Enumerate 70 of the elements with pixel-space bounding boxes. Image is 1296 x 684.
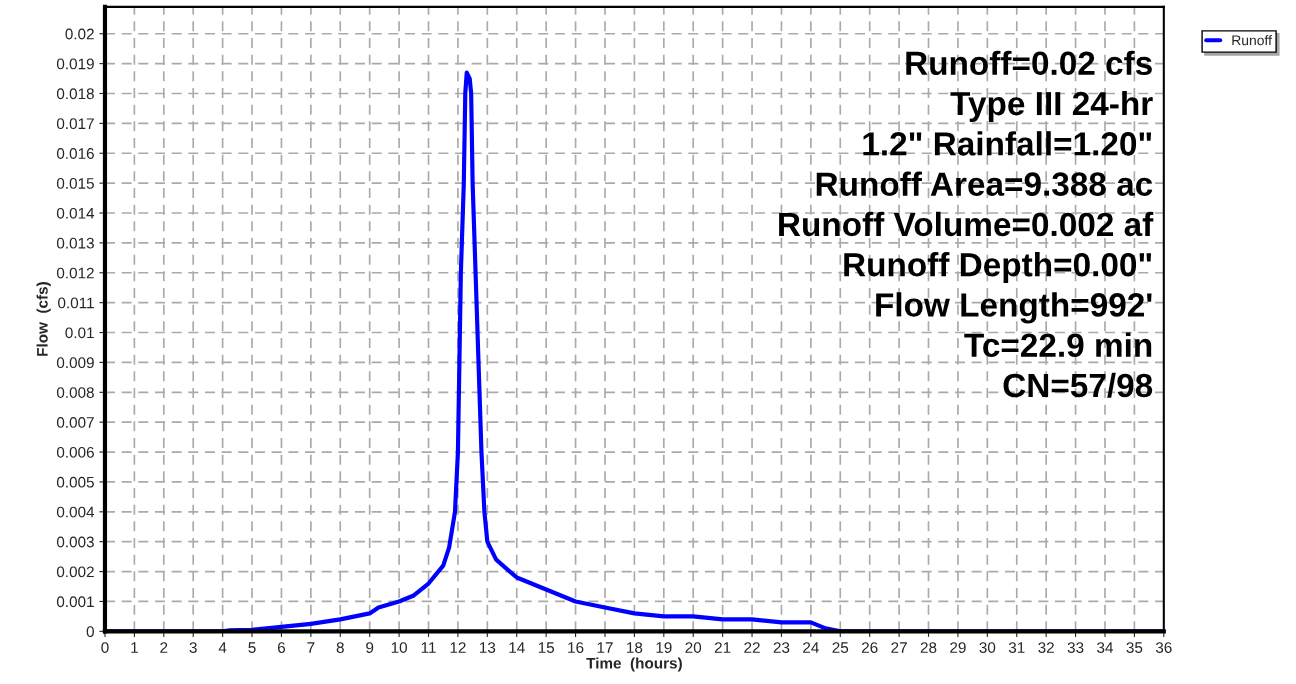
x-tick-label: 17 — [597, 642, 613, 653]
x-tick-label: 18 — [627, 642, 643, 653]
annotation: Tc=22.9 min — [964, 332, 1152, 358]
y-tick-label: 0.001 — [56, 596, 94, 608]
x-tick-label: 15 — [538, 642, 555, 653]
x-tick-label: 2 — [160, 642, 168, 653]
x-tick-label: 30 — [979, 642, 996, 653]
x-tick-label: 12 — [450, 642, 466, 653]
y-tick-label: 0.002 — [56, 566, 94, 578]
x-tick-label: 33 — [1067, 642, 1084, 653]
x-tick-label: 24 — [803, 642, 819, 653]
y-tick-label: 0.007 — [56, 417, 94, 428]
x-tick-label: 29 — [950, 642, 966, 653]
annotation: Runoff=0.02 cfs — [906, 50, 1152, 76]
x-tick-label: 8 — [336, 642, 344, 653]
x-tick-label: 14 — [509, 642, 525, 653]
annotation: Runoff Volume=0.002 af — [779, 211, 1154, 237]
x-tick-label: 0 — [101, 642, 109, 653]
annotation: Type III 24-hr — [950, 90, 1153, 122]
x-tick-label: 35 — [1126, 642, 1143, 653]
y-tick-label: 0.017 — [56, 118, 94, 130]
y-tick-label: 0 — [86, 626, 94, 638]
x-tick-label: 7 — [307, 642, 315, 653]
x-tick-label: 3 — [189, 642, 197, 653]
y-tick-label: 0.008 — [56, 387, 94, 398]
x-tick-label: 31 — [1008, 642, 1025, 653]
x-tick-label: 1 — [131, 642, 138, 653]
y-tick-label: 0.016 — [56, 148, 94, 159]
x-tick-label: 4 — [218, 642, 227, 653]
x-tick-label: 20 — [685, 642, 702, 653]
x-tick-label: 27 — [891, 642, 907, 653]
y-tick-label: 0.006 — [56, 446, 94, 458]
x-tick-label: 10 — [391, 642, 407, 653]
x-tick-label: 19 — [656, 642, 672, 653]
legend-label: Runoff — [1232, 35, 1272, 46]
y-tick-label: 0.018 — [56, 88, 94, 100]
y-tick-label: 0.014 — [56, 207, 95, 219]
x-tick-label: 11 — [421, 642, 436, 653]
y-tick-label: 0.011 — [58, 297, 94, 309]
x-tick-label: 34 — [1097, 642, 1114, 653]
x-tick-label: 9 — [366, 642, 374, 653]
annotation: 1.2" Rainfall=1.20" — [863, 131, 1152, 156]
y-tick-label: 0.019 — [56, 58, 94, 70]
x-tick-label: 26 — [861, 642, 878, 653]
y-tick-label: 0.01 — [65, 327, 94, 339]
annotation: Runoff Depth=0.00" — [844, 252, 1152, 284]
x-tick-label: 22 — [744, 642, 760, 653]
x-tick-label: 28 — [920, 642, 937, 653]
y-axis-title: Flow (cfs) — [36, 282, 51, 356]
annotation: Flow Length=992' — [876, 292, 1152, 324]
y-tick-label: 0.003 — [56, 536, 94, 548]
x-tick-label: 6 — [277, 642, 286, 653]
y-tick-label: 0.013 — [56, 237, 94, 249]
annotation: Runoff Area=9.388 ac — [816, 171, 1153, 196]
x-tick-label: 5 — [248, 642, 256, 653]
y-tick-label: 0.015 — [56, 178, 94, 189]
annotation: CN=57/98 — [1003, 372, 1153, 398]
x-tick-label: 13 — [480, 642, 496, 653]
x-tick-label: 25 — [832, 642, 849, 653]
x-tick-label: 36 — [1155, 642, 1172, 653]
y-tick-label: 0.005 — [56, 476, 94, 488]
y-tick-label: 0.009 — [56, 357, 94, 369]
x-tick-label: 32 — [1038, 642, 1054, 653]
y-tick-label: 0.02 — [65, 28, 94, 40]
y-tick-label: 0.004 — [56, 506, 95, 518]
x-tick-label: 23 — [773, 642, 790, 653]
x-tick-label: 16 — [568, 642, 584, 653]
x-axis-title: Time (hours) — [586, 657, 682, 672]
x-tick-label: 21 — [714, 642, 731, 653]
y-tick-label: 0.012 — [56, 267, 94, 279]
